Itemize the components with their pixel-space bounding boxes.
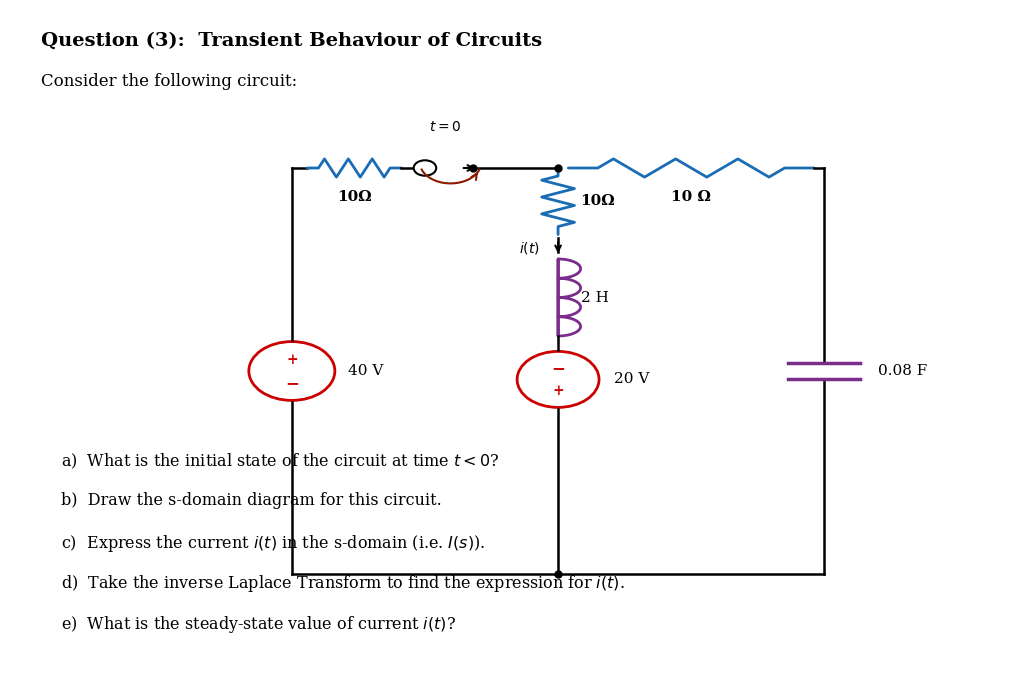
Text: 0.08 F: 0.08 F [878,364,927,378]
Text: 2 H: 2 H [581,290,608,304]
Text: 40 V: 40 V [348,364,384,378]
Text: −: − [551,360,565,377]
Text: a)  What is the initial state of the circuit at time $t < 0$?: a) What is the initial state of the circ… [61,452,500,470]
Text: $i(t)$: $i(t)$ [519,241,540,256]
Text: c)  Express the current $i(t)$ in the s-domain (i.e. $I(s)$).: c) Express the current $i(t)$ in the s-d… [61,533,485,554]
Text: +: + [286,353,298,367]
Text: b)  Draw the s-domain diagram for this circuit.: b) Draw the s-domain diagram for this ci… [61,492,442,509]
Text: Consider the following circuit:: Consider the following circuit: [41,74,297,90]
Text: e)  What is the steady-state value of current $i(t)$?: e) What is the steady-state value of cur… [61,614,457,635]
Text: −: − [285,374,299,392]
Text: 10Ω: 10Ω [337,190,372,204]
Circle shape [414,160,436,176]
Text: 10 Ω: 10 Ω [672,190,711,204]
Text: $t = 0$: $t = 0$ [429,120,462,134]
Text: d)  Take the inverse Laplace Transform to find the expression for $i(t)$.: d) Take the inverse Laplace Transform to… [61,573,626,594]
Text: 10Ω: 10Ω [581,194,615,209]
Text: Question (3):  Transient Behaviour of Circuits: Question (3): Transient Behaviour of Cir… [41,32,542,50]
Text: 20 V: 20 V [614,372,650,386]
Text: +: + [552,384,564,398]
